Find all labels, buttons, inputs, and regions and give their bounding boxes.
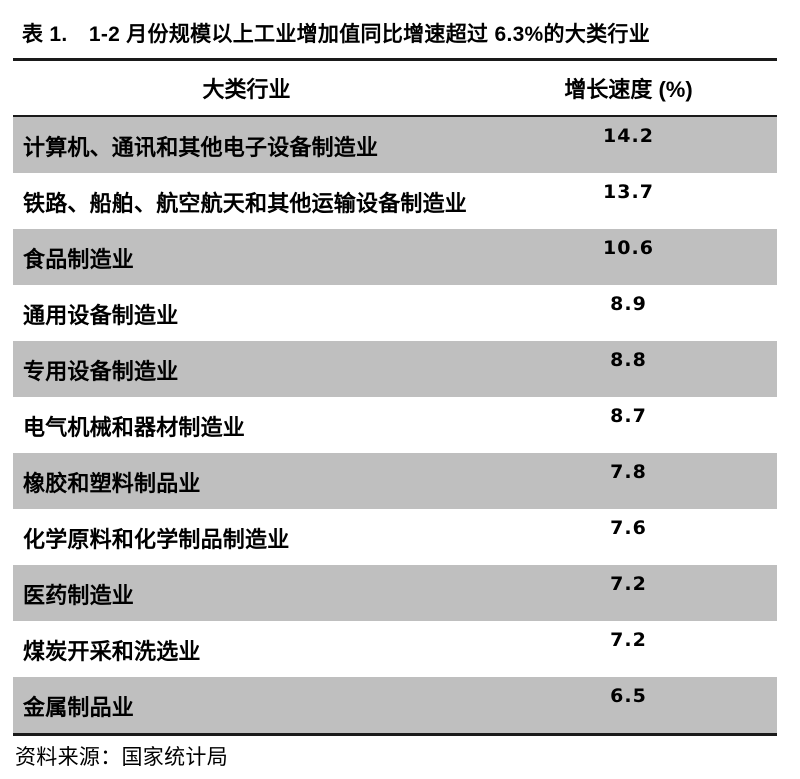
industry-name-cell: 煤炭开采和洗选业 [23,639,201,664]
source-note: 资料来源：国家统计局 [15,746,228,769]
growth-rate-cell: 7.2 [610,629,647,651]
growth-rate-cell: 14.2 [603,125,654,147]
table-title: 表 1. 1-2 月份规模以上工业增加值同比增速超过 6.3%的大类行业 [22,23,651,46]
industry-growth-table: 大类行业 增长速度 (%) 计算机、通讯和其他电子设备制造业 14.2 铁路、船舶、… [13,58,777,736]
table-row: 通用设备制造业 8.9 [13,285,777,341]
growth-rate-cell: 8.9 [610,293,647,315]
industry-name-cell: 医药制造业 [23,583,135,608]
column-header-industry: 大类行业 [202,77,291,102]
industry-name-cell: 食品制造业 [23,247,135,272]
growth-rate-cell: 7.2 [610,573,647,595]
growth-rate-cell: 7.8 [610,461,647,483]
industry-name-cell: 化学原料和化学制品制造业 [23,527,290,552]
growth-rate-cell: 10.6 [603,237,654,259]
growth-rate-cell: 8.8 [610,349,647,371]
industry-name-cell: 计算机、通讯和其他电子设备制造业 [23,135,379,160]
growth-rate-cell: 8.7 [610,405,647,427]
table-header-row: 大类行业 增长速度 (%) [13,61,777,115]
table-row: 计算机、通讯和其他电子设备制造业 14.2 [13,117,777,173]
industry-name-cell: 橡胶和塑料制品业 [23,471,201,496]
table-row: 食品制造业 10.6 [13,229,777,285]
header-divider-rule [13,115,777,117]
column-header-growth: 增长速度 (%) [564,77,693,102]
growth-rate-cell: 7.6 [610,517,647,539]
table-row: 电气机械和器材制造业 8.7 [13,397,777,453]
table-row: 金属制品业 6.5 [13,677,777,733]
table-row: 煤炭开采和洗选业 7.2 [13,621,777,677]
industry-name-cell: 专用设备制造业 [23,359,179,384]
table-bottom-rule [13,733,777,736]
table-body: 计算机、通讯和其他电子设备制造业 14.2 铁路、船舶、航空航天和其他运输设备制造业… [13,117,777,733]
table-row: 医药制造业 7.2 [13,565,777,621]
industry-name-cell: 铁路、船舶、航空航天和其他运输设备制造业 [23,191,468,216]
table-top-rule [13,58,777,61]
growth-rate-cell: 13.7 [603,181,654,203]
growth-rate-cell: 6.5 [610,685,647,707]
table-row: 橡胶和塑料制品业 7.8 [13,453,777,509]
industry-name-cell: 电气机械和器材制造业 [23,415,246,440]
table-row: 化学原料和化学制品制造业 7.6 [13,509,777,565]
table-row: 专用设备制造业 8.8 [13,341,777,397]
industry-name-cell: 通用设备制造业 [23,303,179,328]
table-row: 铁路、船舶、航空航天和其他运输设备制造业 13.7 [13,173,777,229]
industry-name-cell: 金属制品业 [23,695,135,720]
